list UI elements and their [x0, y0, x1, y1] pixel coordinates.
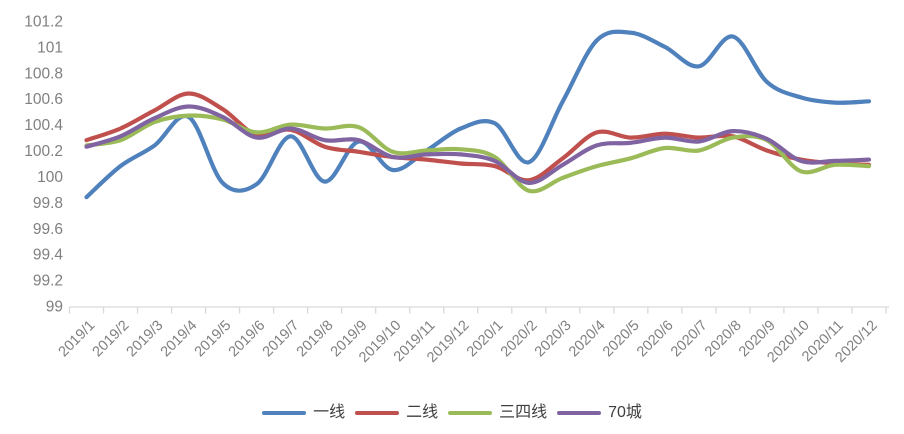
x-axis-label: 2019/7: [260, 318, 303, 361]
legend-swatch-icon: [448, 410, 493, 416]
x-axis-label: 2020/4: [566, 318, 609, 361]
series-line-三四线[interactable]: [84, 113, 872, 194]
x-axis-label: 2019/5: [192, 318, 235, 361]
series-line-一线[interactable]: [84, 29, 872, 200]
legend-item-一线[interactable]: 一线: [262, 405, 345, 421]
y-axis-label: 100.4: [24, 117, 63, 134]
y-axis-label: 99.4: [33, 247, 64, 264]
legend-swatch-icon: [557, 410, 602, 416]
x-axis-label: 2020/5: [600, 318, 643, 361]
x-axis-label: 2020/1: [464, 318, 507, 361]
chart-legend: 一线 二线 三四线 70城: [0, 405, 904, 421]
y-axis-label: 101: [37, 39, 63, 56]
series-line-70城[interactable]: [84, 104, 872, 185]
y-axis-label: 99.6: [33, 221, 63, 238]
legend-label: 一线: [313, 404, 346, 421]
x-axis-label: 2019/3: [124, 318, 167, 361]
x-axis-label: 2020/8: [702, 318, 745, 361]
legend-item-二线[interactable]: 二线: [355, 405, 438, 421]
y-axis-label: 100: [37, 169, 63, 186]
legend-swatch-icon: [262, 410, 307, 416]
y-axis-label: 100.8: [24, 65, 63, 82]
y-axis-label: 99: [46, 299, 63, 316]
y-axis-label: 100.2: [24, 143, 63, 160]
x-axis-label: 2020/2: [498, 318, 541, 361]
y-axis-label: 99.8: [33, 195, 63, 212]
legend-item-70城[interactable]: 70城: [557, 405, 642, 421]
legend-item-三四线[interactable]: 三四线: [448, 405, 547, 421]
legend-label: 三四线: [499, 404, 548, 421]
x-axis-label: 2019/6: [226, 318, 269, 361]
x-axis-label: 2019/1: [56, 318, 99, 361]
x-axis-label: 2020/7: [668, 318, 711, 361]
y-axis-label: 99.2: [33, 273, 63, 290]
x-axis-label: 2019/4: [158, 318, 201, 361]
legend-label: 70城: [608, 404, 642, 421]
x-axis-label: 2020/6: [634, 318, 677, 361]
legend-swatch-icon: [355, 410, 400, 416]
x-axis-label: 2020/3: [532, 318, 575, 361]
x-axis-label: 2019/2: [90, 318, 133, 361]
legend-label: 二线: [406, 404, 439, 421]
y-axis-label: 101.2: [24, 14, 63, 31]
x-axis-label: 2019/8: [294, 318, 337, 361]
y-axis-label: 100.6: [24, 91, 63, 108]
